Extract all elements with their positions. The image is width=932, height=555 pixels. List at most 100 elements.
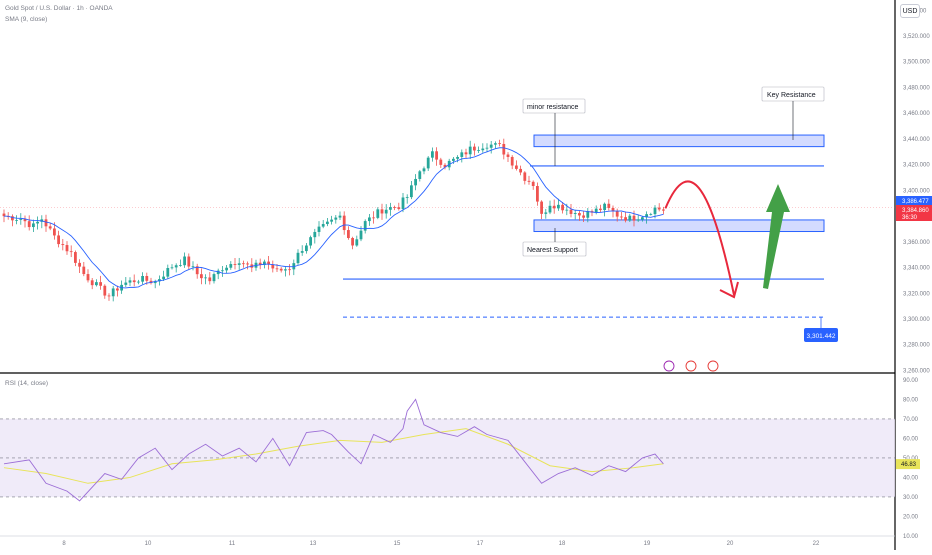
rsi-tick-label: 40.00 xyxy=(903,475,919,481)
economic-event-icon xyxy=(685,360,697,372)
candle-body xyxy=(141,276,144,282)
price-tick-label: 3,400.000 xyxy=(903,188,930,194)
candle-body xyxy=(439,159,443,165)
price-tick-label: 3,440.000 xyxy=(903,137,930,143)
rsi-pane xyxy=(0,398,895,502)
candle-body xyxy=(515,165,518,169)
candle-body xyxy=(389,207,392,210)
candle-body xyxy=(431,151,434,158)
candle-body xyxy=(372,217,375,219)
candle-body xyxy=(485,147,489,149)
candle-body xyxy=(271,264,275,269)
candle-body xyxy=(624,217,627,221)
candle-body xyxy=(342,215,346,231)
candle-body xyxy=(32,223,35,228)
sma-indicator-label[interactable]: SMA (9, close) xyxy=(5,16,48,23)
nearest-support-zone xyxy=(533,219,825,233)
price-tick-label: 3,280.000 xyxy=(903,343,930,349)
candle-body xyxy=(74,252,77,263)
candle-body xyxy=(359,230,363,240)
rsi-tick-label: 10.00 xyxy=(903,534,919,540)
candle-body xyxy=(603,203,606,211)
candle-body xyxy=(426,157,430,169)
candle-body xyxy=(536,186,539,202)
candle-body xyxy=(296,252,300,264)
target-price-value: 3,301.442 xyxy=(807,333,836,340)
candle-body xyxy=(317,226,321,232)
candle-body xyxy=(221,270,224,272)
candle-body xyxy=(494,143,497,145)
current-price-tag xyxy=(896,196,932,205)
price-tick-label: 3,360.000 xyxy=(903,240,930,246)
candle-body xyxy=(456,156,459,159)
candle-body xyxy=(95,282,98,286)
candle-body xyxy=(128,280,132,283)
candlestick-series xyxy=(2,138,665,302)
target-price-tag xyxy=(804,328,838,342)
candle-body xyxy=(645,214,648,218)
candle-body xyxy=(611,207,615,212)
candle-body xyxy=(275,268,279,270)
nearest-support-label: Nearest Support xyxy=(527,247,578,254)
candle-body xyxy=(288,269,291,271)
candle-body xyxy=(233,264,237,265)
candle-body xyxy=(90,280,94,286)
price-tick-label: 3,420.000 xyxy=(903,163,930,169)
candle-body xyxy=(69,251,73,253)
candle-body xyxy=(111,288,115,297)
rsi-tick-label: 90.00 xyxy=(903,378,919,384)
candle-body xyxy=(158,279,161,282)
rsi-tick-label: 60.00 xyxy=(903,436,919,442)
candle-body xyxy=(107,295,111,297)
time-tick-label: 15 xyxy=(394,541,401,547)
candle-body xyxy=(132,280,136,283)
candle-body xyxy=(477,150,480,151)
current-price-value: 3,386.477 xyxy=(902,199,929,205)
candle-body xyxy=(397,207,401,209)
nearest-support-callout xyxy=(522,241,587,257)
bullish-arrow xyxy=(763,184,790,289)
candle-body xyxy=(82,266,86,275)
candle-body xyxy=(380,209,384,214)
candle-body xyxy=(2,213,6,217)
candle-body xyxy=(321,224,325,227)
price-tick-label: 3,460.000 xyxy=(903,111,930,117)
candle-body xyxy=(510,156,514,166)
price-tick-label: 3,500.000 xyxy=(903,60,930,66)
candle-body xyxy=(452,158,455,161)
earnings-event-icon xyxy=(663,360,675,372)
rsi-tick-label: 50.00 xyxy=(903,456,919,462)
candle-body xyxy=(263,261,266,266)
candle-body xyxy=(162,276,165,280)
candle-body xyxy=(309,237,312,246)
price-axis: 3,540.003,520.0003,500.0003,480.0003,460… xyxy=(62,8,932,547)
candle-body xyxy=(662,209,665,211)
rsi-value: 46.83 xyxy=(901,462,917,468)
rsi-tick-label: 30.00 xyxy=(903,495,919,501)
candle-body xyxy=(653,207,657,215)
candle-body xyxy=(586,211,590,218)
price-tick-label: 3,260.000 xyxy=(903,368,930,374)
candle-body xyxy=(405,197,409,198)
sma-line xyxy=(3,147,664,289)
currency-button[interactable]: USD xyxy=(900,4,920,18)
candle-body xyxy=(313,231,317,238)
candle-body xyxy=(489,144,493,148)
minor-resistance-callout xyxy=(522,98,586,114)
candle-body xyxy=(531,181,535,187)
candle-body xyxy=(481,148,485,151)
candle-body xyxy=(578,213,581,216)
key-resistance-zone xyxy=(533,134,825,148)
time-tick-label: 13 xyxy=(310,541,317,547)
candle-body xyxy=(300,251,304,253)
rsi-indicator-label[interactable]: RSI (14, close) xyxy=(5,380,48,387)
candle-body xyxy=(632,215,636,221)
candle-body xyxy=(208,277,212,282)
candle-body xyxy=(23,219,27,222)
candle-body xyxy=(195,266,199,275)
candle-body xyxy=(401,197,405,209)
candle-body xyxy=(464,152,468,155)
candle-body xyxy=(594,208,598,213)
time-tick-label: 10 xyxy=(145,541,152,547)
